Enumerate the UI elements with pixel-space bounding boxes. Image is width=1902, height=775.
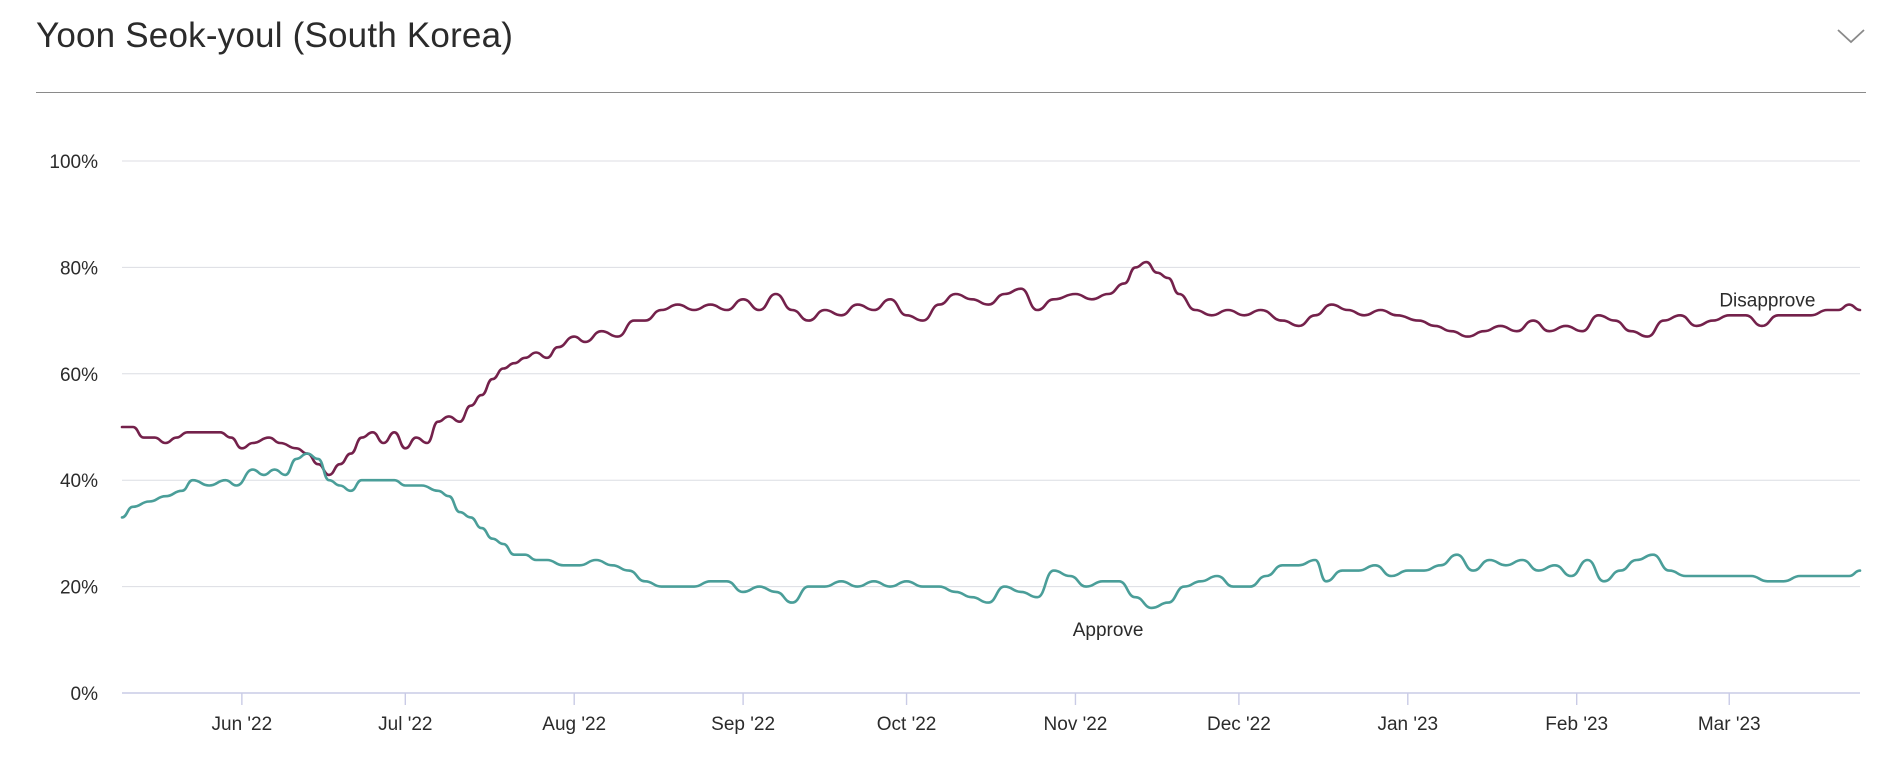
x-tick-label: Nov '22 bbox=[1044, 714, 1108, 735]
x-tick-label: Jul '22 bbox=[378, 714, 432, 735]
series-label-disapprove: Disapprove bbox=[1719, 290, 1815, 311]
y-tick-label: 100% bbox=[49, 152, 98, 173]
x-tick-label: Oct '22 bbox=[877, 714, 937, 735]
x-tick-label: Sep '22 bbox=[711, 714, 775, 735]
y-tick-label: 20% bbox=[60, 578, 98, 599]
y-tick-label: 60% bbox=[60, 365, 98, 386]
x-tick-label: Feb '23 bbox=[1545, 714, 1608, 735]
x-axis: Jun '22 Jul '22 Aug '22 Sep '22 Oct '22 Nov '… bbox=[212, 693, 1761, 735]
x-tick-label: Dec '22 bbox=[1207, 714, 1271, 735]
y-tick-label: 40% bbox=[60, 471, 98, 492]
y-tick-label: 0% bbox=[71, 684, 99, 705]
approval-chart: 0% 20% 40% 60% 80% 100% Jun '22 Jul '22 Aug '22… bbox=[0, 92, 1902, 770]
x-tick-label: Jan '23 bbox=[1377, 714, 1438, 735]
series bbox=[120, 260, 1862, 610]
y-axis: 0% 20% 40% 60% 80% 100% bbox=[49, 152, 98, 705]
page-title: Yoon Seok-youl (South Korea) bbox=[36, 16, 514, 55]
chart-header: Yoon Seok-youl (South Korea) bbox=[36, 0, 1866, 93]
series-labels: Disapprove Approve bbox=[1073, 290, 1816, 641]
y-tick-label: 80% bbox=[60, 258, 98, 279]
chevron-down-icon[interactable] bbox=[1836, 26, 1866, 46]
line-chart: 0% 20% 40% 60% 80% 100% Jun '22 Jul '22 Aug '22… bbox=[49, 152, 1862, 735]
x-tick-label: Mar '23 bbox=[1698, 714, 1761, 735]
grid-lines bbox=[122, 160, 1860, 694]
series-label-approve: Approve bbox=[1073, 620, 1144, 641]
series-line-disapprove[interactable] bbox=[120, 260, 1862, 477]
x-tick-label: Aug '22 bbox=[542, 714, 606, 735]
series-line-approve[interactable] bbox=[120, 452, 1862, 610]
x-tick-label: Jun '22 bbox=[212, 714, 273, 735]
